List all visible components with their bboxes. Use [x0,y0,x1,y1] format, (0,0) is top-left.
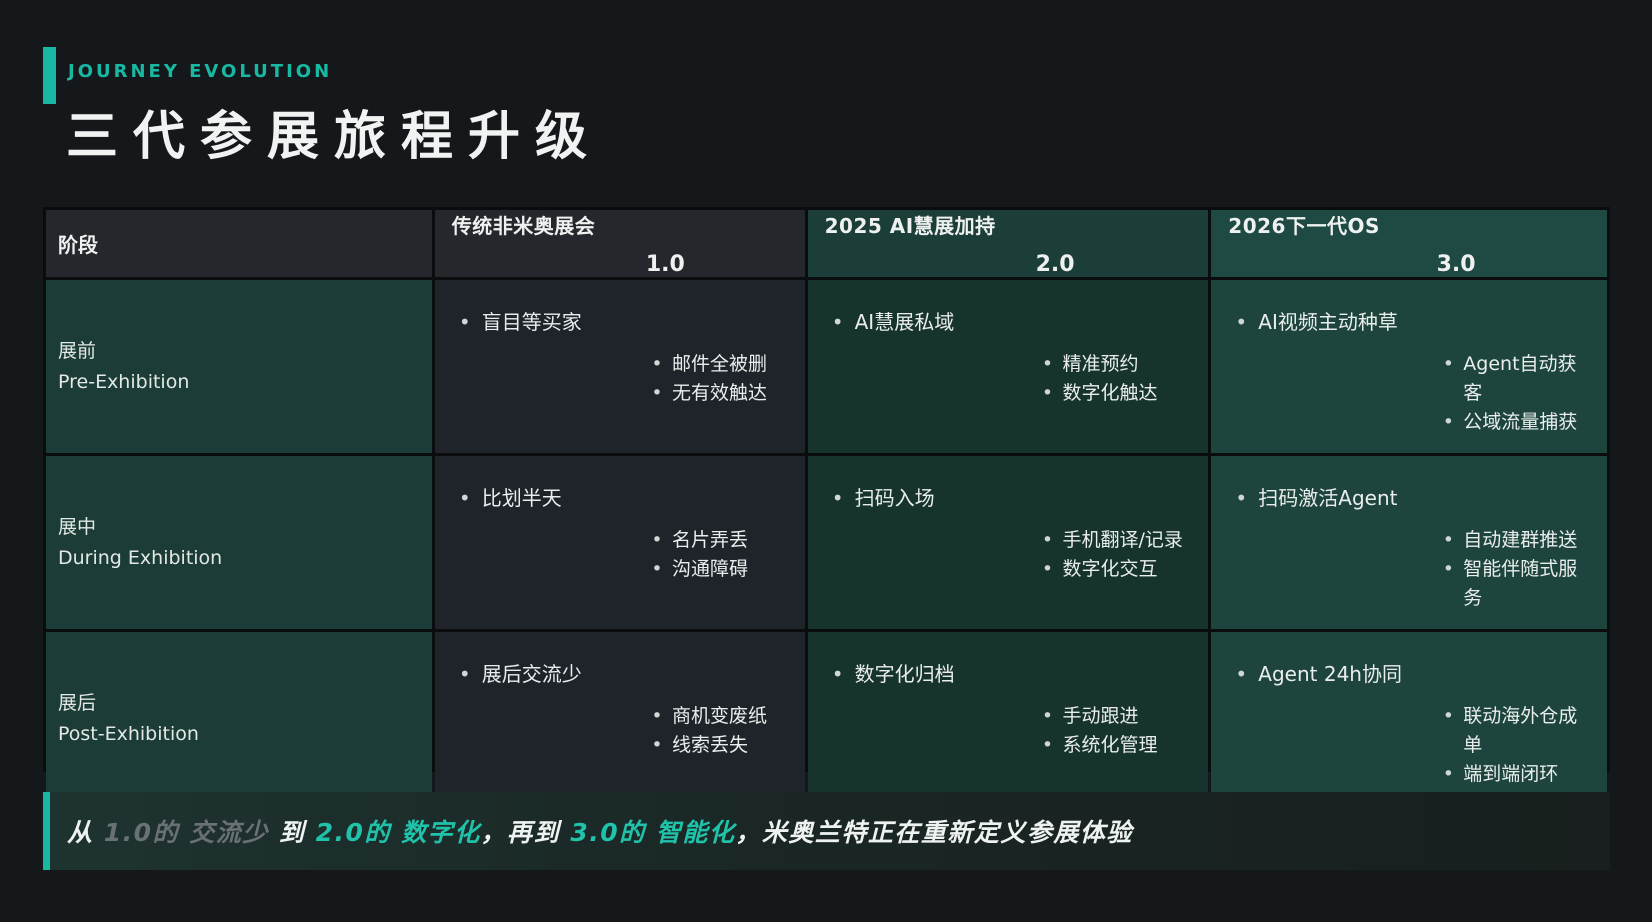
stage-name-en: During Exhibition [58,546,223,569]
main-point: 比划半天 [448,484,789,513]
main-point: 扫码入场 [821,484,1193,513]
sub-points: 手动跟进 系统化管理 [1032,702,1192,760]
summary-segment: ，再到 [480,818,571,847]
column-title: 传统非米奥展会 [451,214,596,238]
stage-name-en: Pre-Exhibition [58,370,190,393]
column-header-1: 传统非米奥展会 1.0 [434,210,805,277]
feature-cell: 展后交流少 商机变废纸 线索丢失 [434,632,805,805]
stage-header-cell: 阶段 [46,210,432,277]
main-point: AI慧展私域 [821,308,1193,337]
sub-point: 数字化触达 [1032,379,1192,408]
sub-point: 自动建群推送 [1433,526,1591,555]
column-version: 1.0 [645,252,685,277]
column-version: 3.0 [1436,252,1476,277]
feature-cell: 比划半天 名片弄丢 沟通障碍 [434,456,805,629]
sub-point: 智能伴随式服务 [1433,555,1591,613]
sub-points: 名片弄丢 沟通障碍 [642,526,789,584]
sub-point: 名片弄丢 [642,526,789,555]
page-title: 三代参展旅程升级 [66,107,603,167]
main-point: AI视频主动种草 [1224,308,1591,337]
sub-points: 自动建群推送 智能伴随式服务 [1433,526,1591,613]
sub-point: 联动海外仓成单 [1433,702,1591,760]
stage-name-cn: 展中 [58,516,97,539]
main-point: Agent 24h协同 [1224,660,1591,689]
summary-segment: 2.0的 数字化 [315,818,481,847]
sub-point: 线索丢失 [642,731,789,760]
sub-point: 手动跟进 [1032,702,1192,731]
feature-cell: 扫码激活Agent 自动建群推送 智能伴随式服务 [1211,456,1607,629]
sub-point: 系统化管理 [1032,731,1192,760]
stage-name-cn: 展前 [58,340,97,363]
sub-points: 联动海外仓成单 端到端闭环 [1433,702,1591,789]
stage-name-en: Post-Exhibition [58,722,199,745]
main-point: 数字化归档 [821,660,1193,689]
summary-text: 从 1.0的 交流少 到 2.0的 数字化，再到 3.0的 智能化，米奥兰特正在… [67,813,1133,849]
sub-points: 邮件全被删 无有效触达 [642,350,789,408]
feature-cell: 盲目等买家 邮件全被删 无有效触达 [434,280,805,453]
sub-point: 精准预约 [1032,350,1192,379]
sub-points: 精准预约 数字化触达 [1032,350,1192,408]
stage-name-cn: 展后 [58,692,97,715]
sub-point: 沟通障碍 [642,555,789,584]
sub-points: 商机变废纸 线索丢失 [642,702,789,760]
main-point: 盲目等买家 [448,308,789,337]
sub-point: 数字化交互 [1032,555,1192,584]
stage-cell-pre-exhibition: 展前 Pre-Exhibition [46,280,432,453]
sub-point: 公域流量捕获 [1433,408,1591,437]
summary-segment: 从 [67,818,104,847]
stage-header-label: 阶段 [58,233,98,257]
feature-cell: AI视频主动种草 Agent自动获客 公域流量捕获 [1211,280,1607,453]
feature-cell: 数字化归档 手动跟进 系统化管理 [807,632,1209,805]
feature-cell: Agent 24h协同 联动海外仓成单 端到端闭环 [1211,632,1607,805]
column-title: 2025 AI慧展加持 [824,214,996,238]
summary-segment: 3.0的 智能化 [570,818,736,847]
summary-bar: 从 1.0的 交流少 到 2.0的 数字化，再到 3.0的 智能化，米奥兰特正在… [43,792,1610,870]
sub-point: 端到端闭环 [1433,760,1591,789]
sub-point: Agent自动获客 [1433,350,1591,408]
main-point: 扫码激活Agent [1224,484,1591,513]
sub-point: 邮件全被删 [642,350,789,379]
sub-point: 手机翻译/记录 [1032,526,1192,555]
eyebrow-label: JOURNEY EVOLUTION [68,61,333,82]
column-header-2: 2025 AI慧展加持 2.0 [807,210,1209,277]
column-version: 2.0 [1035,252,1075,277]
summary-segment: ，米奥兰特正在重新定义参展体验 [735,818,1133,847]
feature-cell: 扫码入场 手机翻译/记录 数字化交互 [807,456,1209,629]
sub-points: 手机翻译/记录 数字化交互 [1032,526,1192,584]
sub-points: Agent自动获客 公域流量捕获 [1433,350,1591,437]
column-title: 2026下一代OS [1228,214,1380,238]
stage-cell-post-exhibition: 展后 Post-Exhibition [46,632,432,805]
sub-point: 商机变废纸 [642,702,789,731]
summary-segment: 到 [268,818,316,847]
summary-segment: 1.0的 交流少 [103,818,269,847]
feature-cell: AI慧展私域 精准预约 数字化触达 [807,280,1209,453]
journey-table: 阶段 传统非米奥展会 1.0 2025 AI慧展加持 2.0 2026下一代OS… [43,207,1610,805]
accent-bar [43,47,56,104]
main-point: 展后交流少 [448,660,789,689]
stage-cell-during-exhibition: 展中 During Exhibition [46,456,432,629]
sub-point: 无有效触达 [642,379,789,408]
column-header-3: 2026下一代OS 3.0 [1211,210,1607,277]
